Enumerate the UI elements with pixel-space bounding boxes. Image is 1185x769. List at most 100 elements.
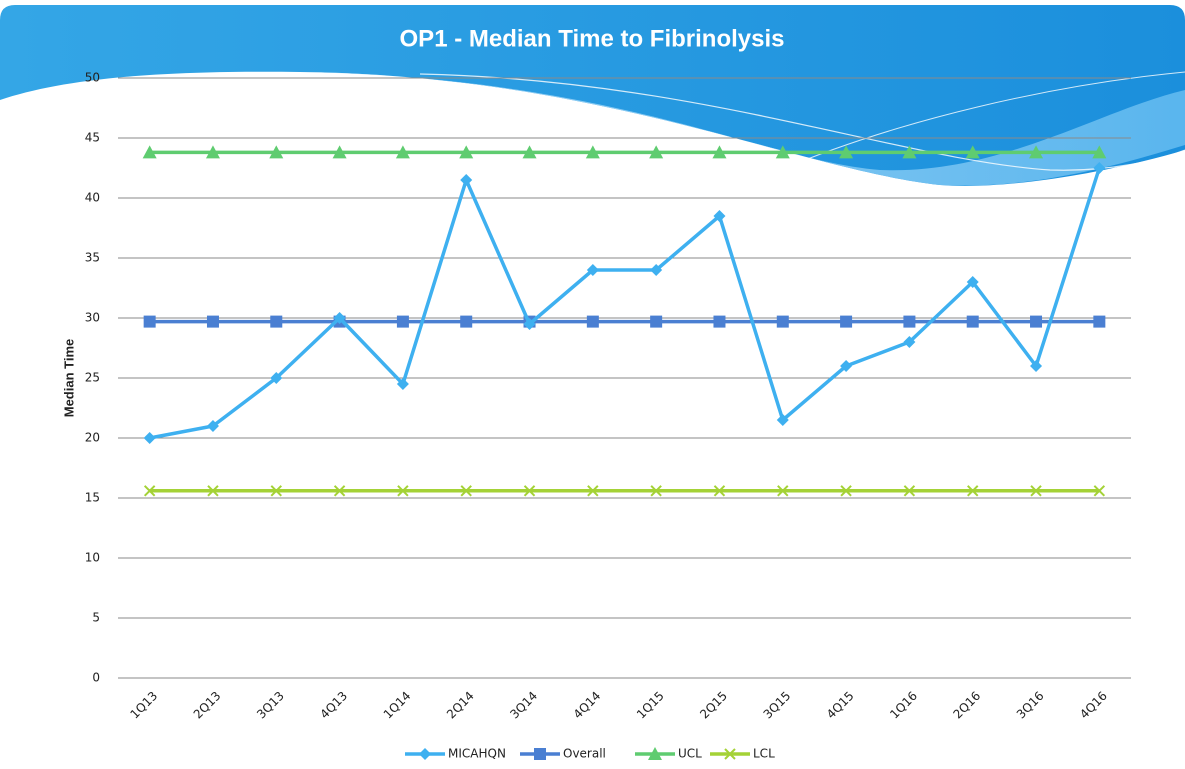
legend-marker <box>724 748 736 760</box>
marker <box>713 315 726 328</box>
marker <box>270 372 283 384</box>
legend-marker <box>648 747 662 760</box>
marker <box>967 485 979 497</box>
y-axis-label: Median Time <box>61 339 76 418</box>
y-tick-label: 30 <box>85 311 100 325</box>
marker <box>1092 145 1107 159</box>
marker <box>587 485 599 497</box>
marker <box>460 174 473 186</box>
marker <box>522 145 537 159</box>
y-tick-label: 5 <box>92 611 100 625</box>
series <box>143 315 1106 328</box>
legend-item: Overall <box>520 747 606 761</box>
marker <box>713 210 726 222</box>
marker <box>902 145 917 159</box>
x-tick-label: 4Q16 <box>1077 689 1110 722</box>
x-tick-label: 1Q15 <box>634 689 667 722</box>
x-tick-label: 1Q14 <box>381 689 414 722</box>
marker <box>143 432 156 444</box>
marker <box>839 145 854 159</box>
marker <box>142 145 157 159</box>
marker <box>776 315 789 328</box>
y-tick-label: 25 <box>85 371 100 385</box>
marker <box>1093 485 1106 497</box>
marker <box>1093 162 1106 174</box>
y-tick-label: 35 <box>85 251 100 265</box>
x-tick-label: 4Q15 <box>824 689 857 722</box>
legend-item: LCL <box>710 747 775 761</box>
marker <box>650 315 663 328</box>
marker <box>712 145 727 159</box>
marker <box>270 485 282 497</box>
marker <box>840 315 853 328</box>
marker <box>205 145 220 159</box>
y-tick-label: 10 <box>85 551 100 565</box>
y-tick-label: 40 <box>85 191 100 205</box>
marker <box>143 485 156 497</box>
marker <box>713 485 726 497</box>
legend-label: MICAHQN <box>448 747 506 761</box>
marker <box>396 378 409 390</box>
x-tick-label: 2Q15 <box>697 689 730 722</box>
legend-marker <box>534 748 546 760</box>
marker <box>775 145 790 159</box>
legend-item: MICAHQN <box>405 747 506 761</box>
x-tick-label: 3Q13 <box>254 689 287 722</box>
x-tick-label: 1Q16 <box>887 689 920 722</box>
marker <box>1029 145 1044 159</box>
marker <box>206 315 219 328</box>
x-tick-label: 4Q13 <box>317 689 350 722</box>
marker <box>269 145 284 159</box>
marker <box>460 485 472 497</box>
x-tick-label: 4Q14 <box>571 689 604 722</box>
marker <box>396 315 409 328</box>
chart-title: OP1 - Median Time to Fibrinolysis <box>400 25 785 52</box>
y-tick-label: 45 <box>85 131 100 145</box>
marker <box>965 145 980 159</box>
series-line <box>149 167 1102 440</box>
marker <box>143 315 156 328</box>
marker <box>395 145 410 159</box>
marker <box>840 485 852 497</box>
marker <box>1093 315 1106 328</box>
marker <box>333 485 346 497</box>
series <box>143 485 1106 497</box>
x-tick-label: 2Q14 <box>444 689 477 722</box>
marker <box>332 145 347 159</box>
marker <box>585 145 600 159</box>
marker <box>523 318 536 330</box>
x-tick-label: 3Q16 <box>1014 689 1047 722</box>
legend-marker <box>419 748 431 760</box>
y-tick-label: 20 <box>85 431 100 445</box>
series <box>143 162 1106 444</box>
marker <box>966 315 979 328</box>
marker <box>840 360 853 372</box>
y-tick-label: 15 <box>85 491 100 505</box>
marker <box>333 312 346 324</box>
x-tick-label: 2Q13 <box>191 689 224 722</box>
marker <box>207 485 219 497</box>
marker <box>460 315 473 328</box>
marker <box>903 485 916 497</box>
x-tick-label: 1Q13 <box>127 689 160 722</box>
marker <box>397 485 409 497</box>
x-tick-label: 3Q15 <box>761 689 794 722</box>
marker <box>586 315 599 328</box>
marker <box>523 485 536 497</box>
marker <box>649 145 664 159</box>
marker <box>650 264 663 276</box>
marker <box>270 315 283 328</box>
marker <box>1030 360 1043 372</box>
legend-item: UCL <box>635 747 702 761</box>
marker <box>459 145 474 159</box>
marker <box>776 414 789 426</box>
marker <box>777 485 789 497</box>
y-tick-label: 50 <box>85 71 100 85</box>
marker <box>206 420 219 432</box>
y-tick-label: 0 <box>92 671 100 685</box>
marker <box>1030 485 1042 497</box>
x-tick-label: 3Q14 <box>507 689 540 722</box>
marker <box>903 315 916 328</box>
series <box>142 145 1107 159</box>
